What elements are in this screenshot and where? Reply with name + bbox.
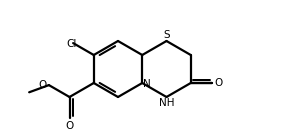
Text: O: O [215,78,223,88]
Text: O: O [39,80,47,90]
Text: NH: NH [159,98,174,108]
Text: O: O [28,93,29,94]
Text: Cl: Cl [66,39,76,49]
Text: N: N [143,79,151,89]
Text: O: O [65,121,74,131]
Text: S: S [163,30,170,40]
